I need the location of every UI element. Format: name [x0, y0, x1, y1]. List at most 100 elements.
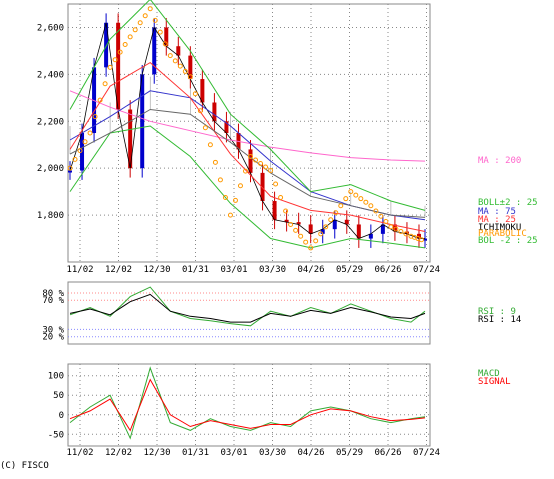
parabolic-dot [293, 227, 299, 233]
parabolic-dot [202, 125, 208, 131]
price-candle-body [332, 219, 337, 230]
parabolic-dot [253, 157, 259, 163]
price-candle-body [344, 219, 349, 225]
price-candle-body [404, 231, 409, 234]
parabolic-dot [258, 160, 264, 166]
price-x-tick-labels: 11/02 12/02 12/30 01/31 03/01 03/30 04/26 05/29… [66, 265, 440, 275]
price-x-tick-label: 01/31 [182, 265, 209, 275]
macd-lines [69, 366, 426, 440]
rsi-y-tick-label: 20 % [42, 333, 64, 343]
parabolic-dot [373, 208, 379, 214]
parabolic-dot [378, 213, 384, 219]
parabolic-dot [122, 41, 128, 47]
parabolic-dot [283, 208, 289, 214]
parabolic-dot [182, 68, 188, 74]
parabolic-dot [217, 177, 223, 183]
parabolic-dot [298, 233, 304, 239]
price-indicator-lines [69, 0, 426, 249]
rsi-lines [69, 286, 426, 327]
price-candle-body [320, 229, 325, 234]
parabolic-dot [393, 226, 399, 232]
parabolic-dot [127, 34, 133, 40]
price-candle-body [140, 74, 145, 169]
price-series-line [69, 0, 426, 211]
parabolic-dot [388, 224, 394, 230]
copyright-text: (C) FISCO [0, 461, 49, 471]
price-legend-label: MA : 25 [478, 215, 516, 225]
macd-x-tick-label: 11/02 [66, 448, 93, 458]
price-candle-body [104, 22, 109, 68]
parabolic-dot [358, 196, 364, 202]
price-x-tick-label: 12/30 [143, 265, 170, 275]
parabolic-dot [232, 197, 238, 203]
parabolic-dot [278, 195, 284, 200]
macd-y-tick-labels: 100 50 0 -50 [48, 372, 64, 441]
parabolic-dot [237, 183, 243, 189]
price-candle-body [152, 27, 157, 75]
parabolic-dot [77, 148, 83, 154]
parabolic-dot [192, 91, 198, 97]
price-candle-body [224, 121, 229, 133]
price-y-tick-label: 2,200 [37, 117, 64, 127]
price-x-tick-label: 07/24 [413, 265, 440, 275]
macd-legend-label: SIGNAL [478, 377, 511, 387]
price-x-tick-label: 03/30 [259, 265, 286, 275]
parabolic-dot [167, 53, 173, 59]
price-close-line [69, 22, 425, 239]
macd-x-tick-labels: 11/02 12/02 12/30 01/31 03/01 03/30 04/26 05/29… [66, 448, 440, 458]
price-x-tick-label: 12/02 [105, 265, 132, 275]
price-series-line [69, 61, 426, 232]
price-candle-body [392, 224, 397, 232]
price-candle-body [176, 46, 181, 56]
ichimoku-cloud [69, 76, 426, 218]
price-y-tick-label: 2,000 [37, 164, 64, 174]
price-legend-label: ICHIMOKU [478, 223, 521, 233]
parabolic-dot [403, 231, 409, 237]
price-candle-body [423, 238, 427, 241]
price-legend-label: BOL -2 : 25 [478, 236, 538, 246]
parabolic-dot [207, 142, 213, 148]
parabolic-dot [313, 238, 319, 244]
rsi-band-lines [68, 292, 430, 338]
price-series-line [69, 125, 426, 249]
price-candle-body [272, 201, 277, 220]
parabolic-dot [273, 181, 279, 187]
macd-x-tick-label: 12/02 [105, 448, 132, 458]
rsi-legend-label: RSI : 14 [478, 315, 521, 325]
macd-y-tick-label: 100 [48, 372, 64, 382]
parabolic-dot [418, 237, 424, 243]
price-candle-body [416, 233, 421, 239]
parabolic-dot [212, 159, 218, 165]
parabolic-dot [323, 224, 329, 230]
price-candle-body [248, 149, 253, 173]
rsi-legend-label: RSI : 9 [478, 307, 516, 317]
rsi-y-tick-label: 70 % [42, 296, 64, 306]
price-gridlines [68, 4, 430, 262]
parabolic-dot [187, 74, 193, 80]
price-candle-body [200, 79, 205, 103]
price-candle-body [68, 170, 72, 173]
price-panel: 1,800 2,000 2,200 2,400 2,600 11/02 12/02 12/3… [37, 0, 538, 275]
parabolic-dot [112, 57, 118, 63]
parabolic-dot [162, 41, 168, 47]
parabolic-dot [172, 58, 178, 64]
price-candle-body [164, 27, 169, 47]
parabolic-dot [72, 156, 78, 162]
parabolic-dot [308, 245, 314, 251]
price-x-tick-label: 04/26 [297, 265, 324, 275]
parabolic-dot [137, 20, 143, 26]
macd-legend-label: MACD [478, 369, 500, 379]
parabolic-dot [152, 17, 158, 23]
macd-x-tick-label: 03/01 [220, 448, 247, 458]
parabolic-dot [343, 196, 349, 202]
parabolic-dot [107, 64, 113, 70]
macd-y-tick-label: 0 [59, 411, 64, 421]
parabolic-dot [398, 229, 404, 235]
price-candle-body [356, 224, 361, 239]
parabolic-dot [318, 231, 324, 237]
price-candle-body [368, 233, 373, 239]
macd-x-tick-label: 03/30 [259, 448, 286, 458]
